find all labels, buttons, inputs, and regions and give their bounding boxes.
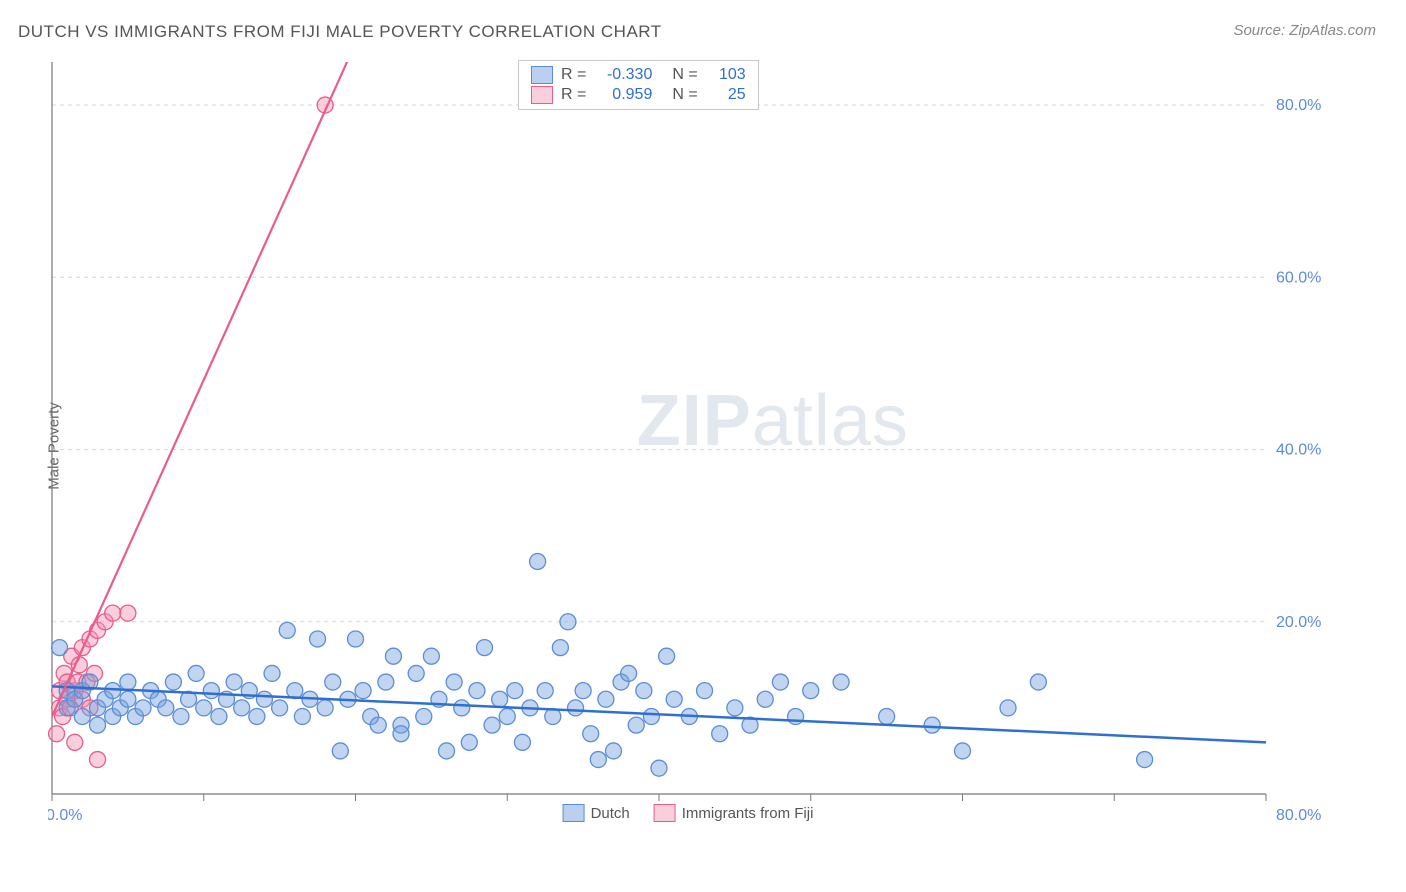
legend-label: Immigrants from Fiji bbox=[682, 805, 814, 822]
legend-item: Dutch bbox=[563, 804, 630, 822]
svg-text:40.0%: 40.0% bbox=[1276, 442, 1321, 459]
swatch-icon bbox=[563, 804, 585, 822]
legend: Dutch Immigrants from Fiji bbox=[563, 804, 814, 822]
stats-row: R = -0.330 N = 103 bbox=[531, 65, 746, 85]
legend-item: Immigrants from Fiji bbox=[654, 804, 814, 822]
svg-text:20.0%: 20.0% bbox=[1276, 614, 1321, 631]
correlation-stats-box: R = -0.330 N = 103 R = 0.959 N = 25 bbox=[518, 60, 759, 110]
swatch-icon bbox=[531, 66, 553, 84]
source-attribution: Source: ZipAtlas.com bbox=[1233, 22, 1376, 39]
legend-label: Dutch bbox=[591, 805, 630, 822]
n-value: 103 bbox=[708, 66, 746, 84]
svg-text:80.0%: 80.0% bbox=[1276, 807, 1321, 824]
n-value: 25 bbox=[708, 86, 746, 104]
stats-row: R = 0.959 N = 25 bbox=[531, 85, 746, 105]
r-label: R = bbox=[561, 66, 586, 84]
swatch-icon bbox=[654, 804, 676, 822]
r-value: 0.959 bbox=[596, 86, 652, 104]
n-label: N = bbox=[672, 86, 697, 104]
r-label: R = bbox=[561, 86, 586, 104]
scatter-chart: 20.0% 40.0% 60.0% 80.0% 0.0% 80.0% ZIPatlas bbox=[48, 60, 1328, 830]
svg-text:ZIPatlas: ZIPatlas bbox=[637, 381, 909, 461]
swatch-icon bbox=[531, 86, 553, 104]
chart-title: DUTCH VS IMMIGRANTS FROM FIJI MALE POVER… bbox=[18, 22, 662, 42]
svg-text:0.0%: 0.0% bbox=[48, 807, 82, 824]
chart-area: 20.0% 40.0% 60.0% 80.0% 0.0% 80.0% ZIPatlas R … bbox=[48, 60, 1328, 830]
n-label: N = bbox=[672, 66, 697, 84]
r-value: -0.330 bbox=[596, 66, 652, 84]
svg-text:80.0%: 80.0% bbox=[1276, 97, 1321, 114]
svg-text:60.0%: 60.0% bbox=[1276, 269, 1321, 286]
